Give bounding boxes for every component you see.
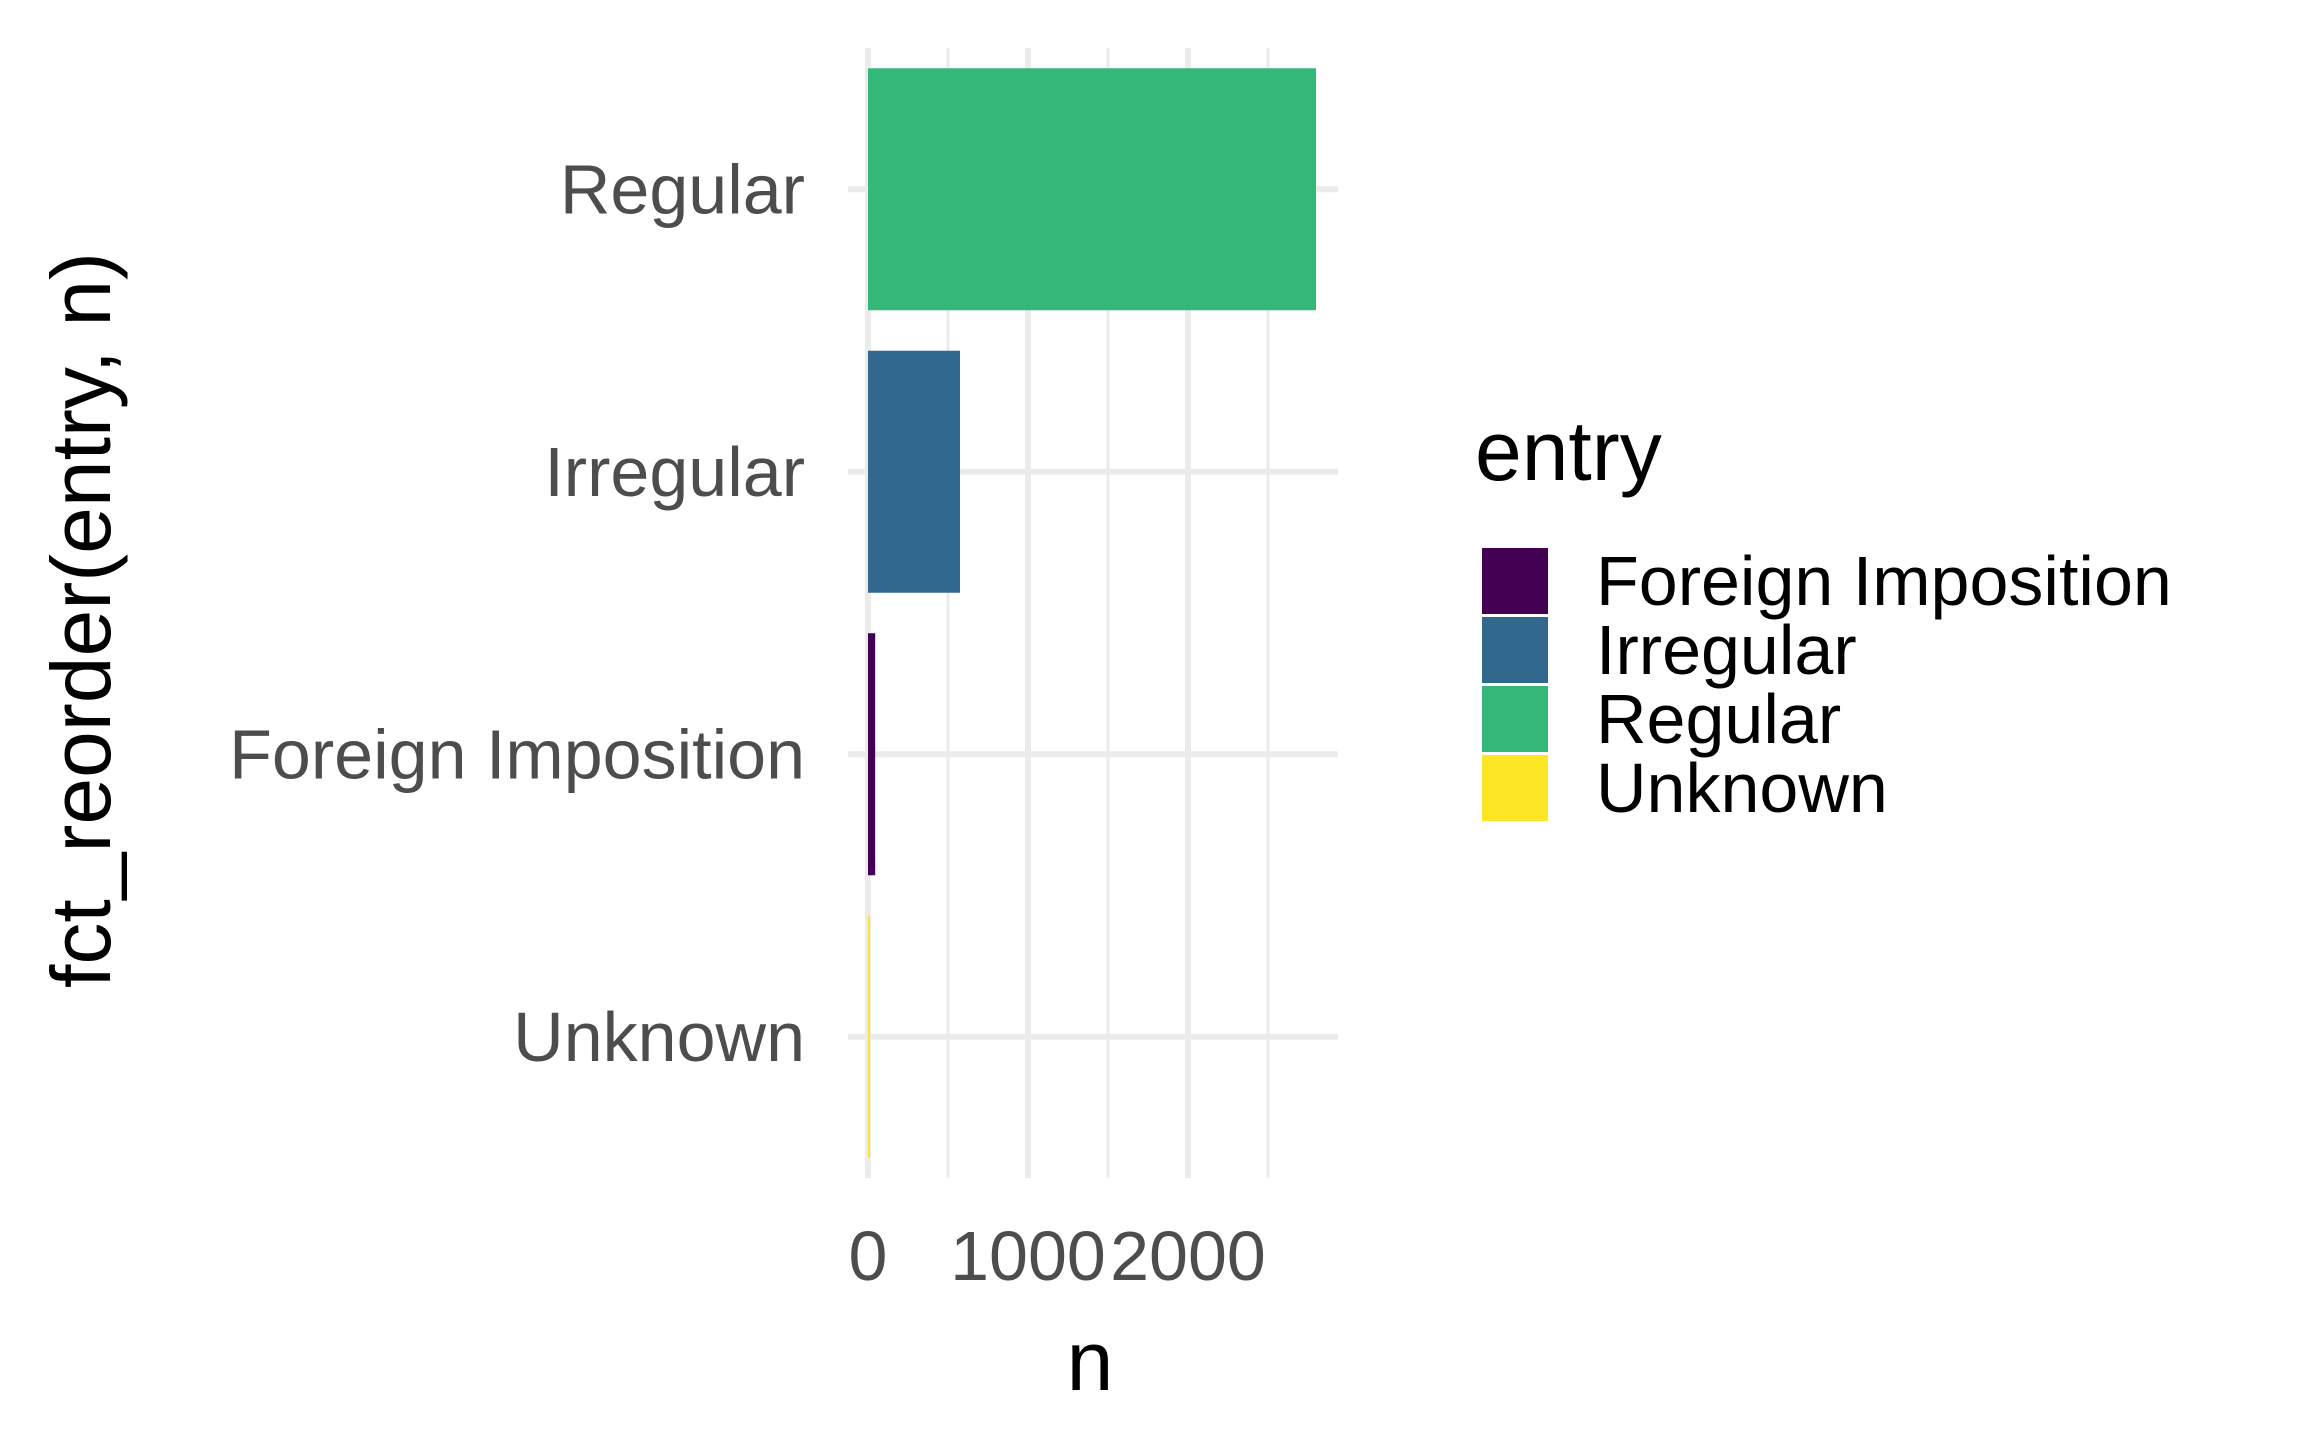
- bar-irregular: [868, 350, 960, 593]
- legend-label: Regular: [1596, 680, 1841, 758]
- legend-label: Foreign Imposition: [1596, 542, 2172, 620]
- y-tick-label: Unknown: [513, 998, 805, 1076]
- bar-regular: [868, 68, 1316, 311]
- x-tick-label: 1000: [950, 1217, 1106, 1295]
- y-tick-label: Irregular: [544, 433, 805, 511]
- legend-label: Irregular: [1596, 611, 1857, 689]
- bars: [868, 68, 1316, 1158]
- bar-unknown: [868, 915, 870, 1158]
- legend-key: [1482, 548, 1548, 614]
- y-tick-labels: Unknown Foreign Imposition Irregular Regula…: [229, 150, 805, 1076]
- legend-title: entry: [1475, 404, 1662, 498]
- x-tick-label: 2000: [1110, 1217, 1266, 1295]
- x-tick-label: 0: [849, 1217, 888, 1295]
- x-tick-labels: 0 1000 2000: [849, 1217, 1266, 1295]
- legend-key: [1482, 617, 1548, 683]
- legend: entry Foreign ImpositionIrregularRegular…: [1475, 404, 2172, 827]
- y-tick-label: Foreign Imposition: [229, 715, 805, 793]
- legend-items: Foreign ImpositionIrregularRegularUnknow…: [1482, 542, 2172, 827]
- legend-key: [1482, 686, 1548, 752]
- x-axis-title: n: [1067, 1314, 1114, 1408]
- y-axis-title: fct_reorder(entry, n): [34, 252, 128, 988]
- legend-key: [1482, 755, 1548, 821]
- bar-foreign-imposition: [868, 633, 876, 876]
- legend-label: Unknown: [1596, 749, 1888, 827]
- y-tick-label: Regular: [560, 150, 805, 228]
